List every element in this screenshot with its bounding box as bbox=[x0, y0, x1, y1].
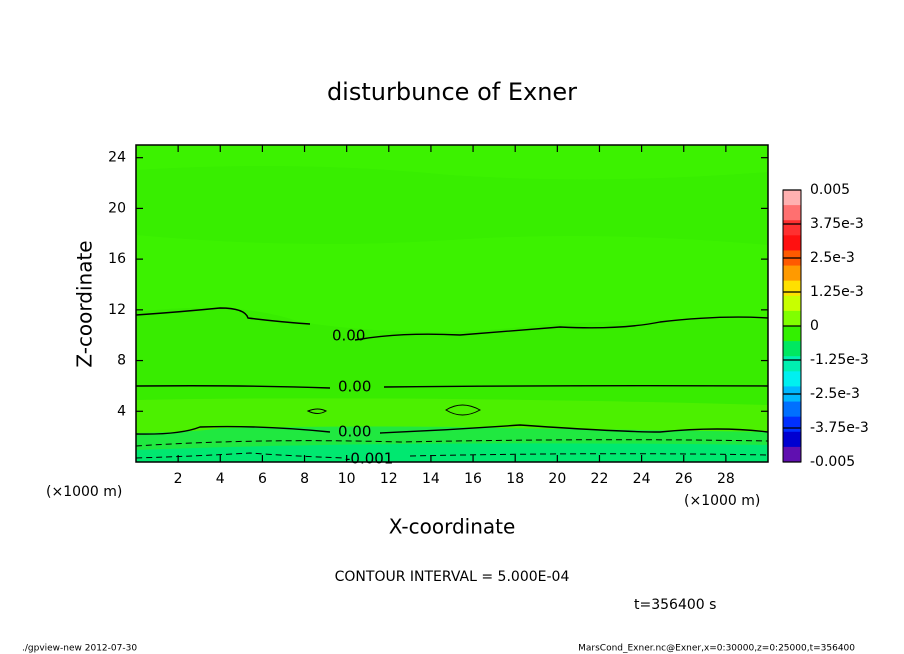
x-tick-label: 28 bbox=[717, 471, 735, 487]
x-tick-label: 22 bbox=[591, 471, 609, 487]
colorbar-cell bbox=[783, 265, 801, 282]
contours bbox=[135, 307, 769, 459]
contour-line bbox=[306, 404, 482, 416]
x-axis-label: X-coordinate bbox=[389, 515, 516, 539]
y-tick-label: 16 bbox=[108, 251, 126, 267]
colorbar-cell bbox=[783, 356, 801, 372]
colorbar-cell bbox=[783, 431, 801, 448]
colorbar-label: 1.25e-3 bbox=[810, 284, 864, 300]
colorbar-cell bbox=[783, 446, 801, 463]
colorbar-label: 3.75e-3 bbox=[810, 216, 864, 232]
x-tick-label: 10 bbox=[338, 471, 356, 487]
colorbar-cell bbox=[783, 235, 801, 251]
colorbar-label: -0.005 bbox=[810, 454, 855, 470]
field bbox=[136, 145, 768, 462]
x-tick-label: 6 bbox=[258, 471, 267, 487]
colorbar-cell bbox=[783, 280, 801, 297]
colorbar-cell bbox=[783, 220, 801, 236]
x-tick-label: 16 bbox=[464, 471, 482, 487]
x-tick-label: 20 bbox=[548, 471, 566, 487]
plot-frame bbox=[135, 144, 769, 463]
x-unit-label: (×1000 m) bbox=[684, 493, 760, 509]
contour-label: -0.001 bbox=[345, 450, 393, 468]
y-axis-label: Z-coordinate bbox=[73, 240, 97, 367]
y-tick-label: 4 bbox=[117, 403, 126, 419]
interval-note: CONTOUR INTERVAL = 5.000E-04 bbox=[335, 569, 570, 585]
contour-label: 0.00 bbox=[332, 327, 365, 345]
colorbar-cell bbox=[783, 205, 801, 221]
x-tick-label: 24 bbox=[633, 471, 651, 487]
contour-line bbox=[135, 307, 769, 341]
y-tick-label: 8 bbox=[117, 353, 126, 369]
x-tick-label: 4 bbox=[216, 471, 225, 487]
colorbar-label: -3.75e-3 bbox=[810, 420, 869, 436]
y-tick-label: 12 bbox=[108, 302, 126, 318]
colorbar-cell bbox=[783, 310, 801, 327]
chart-title: disturbunce of Exner bbox=[327, 78, 577, 106]
colorbar-label: -1.25e-3 bbox=[810, 352, 869, 368]
contour-line bbox=[135, 439, 769, 459]
contour-label: 0.00 bbox=[338, 378, 371, 396]
colorbar-label: 0.005 bbox=[810, 182, 850, 198]
colorbar-cell bbox=[783, 326, 801, 342]
x-tick-label: 12 bbox=[380, 471, 398, 487]
x-tick-label: 26 bbox=[675, 471, 693, 487]
colorbar-cell bbox=[783, 401, 801, 418]
contour-line bbox=[135, 384, 769, 389]
colorbar-label: 2.5e-3 bbox=[810, 250, 855, 266]
colorbar-cell bbox=[783, 416, 801, 433]
x-tick-label: 2 bbox=[174, 471, 183, 487]
colorbar-label: 0 bbox=[810, 318, 819, 334]
colorbar-cell bbox=[783, 371, 801, 387]
y-tick-label: 24 bbox=[108, 150, 126, 166]
footer-right: MarsCond_Exner.nc@Exner,x=0:30000,z=0:25… bbox=[578, 644, 855, 654]
field-band bbox=[136, 166, 768, 245]
x-tick-label: 18 bbox=[506, 471, 524, 487]
colorbar-cell bbox=[783, 295, 801, 312]
contour-line bbox=[135, 424, 769, 435]
colorbar-cell bbox=[783, 190, 801, 206]
contour-label: 0.00 bbox=[338, 423, 371, 441]
field-band bbox=[136, 443, 768, 462]
x-unit-label: (×1000 m) bbox=[46, 484, 122, 500]
colorbar-cell bbox=[783, 341, 801, 357]
x-tick-label: 14 bbox=[422, 471, 440, 487]
footer-left: ./gpview-new 2012-07-30 bbox=[22, 644, 137, 654]
y-tick-label: 20 bbox=[108, 200, 126, 216]
colorbar-label: -2.5e-3 bbox=[810, 386, 860, 402]
x-tick-label: 8 bbox=[300, 471, 309, 487]
time-note: t=356400 s bbox=[634, 597, 716, 613]
